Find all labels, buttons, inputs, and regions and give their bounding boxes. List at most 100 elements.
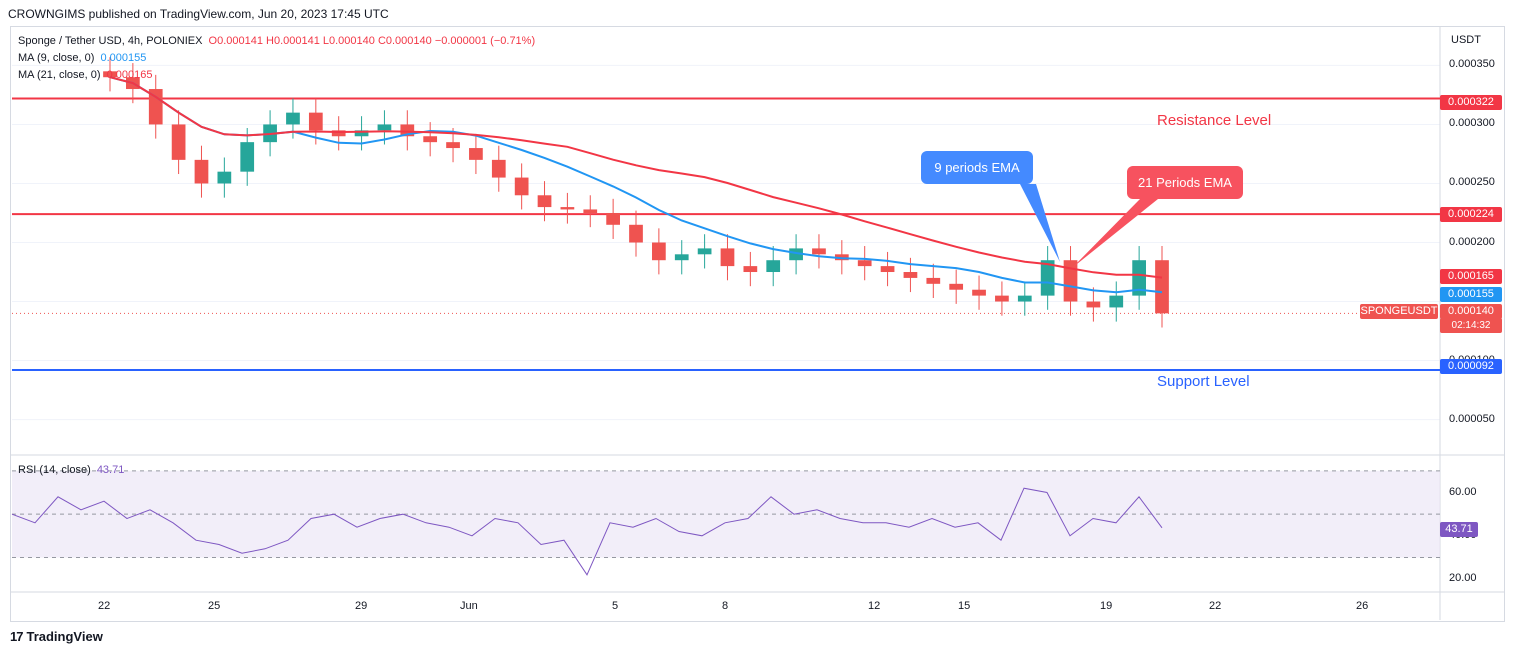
candle-45 — [1132, 246, 1146, 310]
candle-34 — [880, 251, 895, 287]
candle-body — [972, 289, 986, 296]
candle-body — [880, 266, 895, 273]
candle-body — [171, 124, 186, 160]
rsi-value: 43.71 — [96, 464, 125, 476]
candle-23 — [629, 210, 643, 257]
candle-body — [377, 124, 392, 131]
legend-ma9-row: MA (9, close, 0) 0.000155 — [18, 52, 149, 64]
ema9-callout[interactable]: 9 periods EMA — [921, 151, 1033, 184]
candle-27 — [720, 234, 735, 281]
candle-18 — [514, 163, 529, 210]
ma21-price-tag: 0.000165 — [1440, 269, 1502, 284]
candle-30 — [789, 234, 803, 275]
candle-38 — [972, 275, 986, 310]
candle-26 — [697, 234, 712, 269]
ma9-label[interactable]: MA (9, close, 0) — [18, 52, 95, 64]
legend-rsi-row: RSI (14, close) 43.71 — [18, 464, 127, 476]
ma9-price-tag: 0.000155 — [1440, 287, 1502, 302]
candle-6 — [240, 127, 255, 186]
candle-body — [194, 159, 209, 184]
candle-body — [1063, 260, 1078, 302]
candle-5 — [217, 157, 232, 198]
candle-body — [674, 254, 689, 261]
candle-11 — [354, 116, 369, 151]
time-tick-label: 22 — [1209, 600, 1222, 612]
candle-37 — [949, 269, 964, 304]
callout-connectors — [1020, 184, 1158, 268]
ema21-callout[interactable]: 21 Periods EMA — [1127, 166, 1243, 199]
candle-body — [469, 148, 483, 160]
ohlc-values: O0.000141 H0.000141 L0.000140 C0.000140 … — [208, 35, 536, 47]
candle-13 — [400, 110, 415, 151]
candle-body — [766, 260, 781, 273]
candle-31 — [812, 234, 826, 269]
candle-body — [949, 283, 964, 290]
candle-body — [652, 242, 666, 261]
ma21-line — [109, 76, 1163, 279]
candle-46 — [1155, 246, 1169, 328]
ma21-value: 0.000165 — [106, 69, 153, 81]
candle-body — [1155, 260, 1169, 314]
candle-body — [240, 142, 255, 172]
candle-body — [1017, 295, 1032, 302]
moving-averages — [109, 76, 1163, 294]
candle-25 — [674, 240, 689, 275]
candle-0 — [103, 57, 117, 92]
symbol-tag: SPONGEUSDT — [1360, 304, 1438, 319]
tradingview-logo[interactable]: 17 TradingView — [10, 629, 103, 644]
time-tick-label: 19 — [1100, 600, 1113, 612]
price-tick-label: 0.000250 — [1449, 176, 1495, 189]
candle-body — [720, 248, 735, 267]
candle-body — [308, 112, 323, 131]
candle-20 — [560, 192, 575, 224]
candle-body — [903, 272, 918, 278]
price-tick-label: 0.000050 — [1449, 412, 1495, 425]
time-tick-label: 5 — [612, 600, 619, 612]
candle-body — [103, 71, 117, 78]
candle-body — [446, 142, 460, 149]
ma9-value: 0.000155 — [100, 52, 147, 64]
mid-level-price-tag: 0.000224 — [1440, 207, 1502, 222]
candle-body — [606, 212, 620, 225]
rsi-line — [11, 487, 1163, 576]
candle-body — [926, 277, 941, 284]
rsi-label[interactable]: RSI (14, close) — [18, 464, 91, 476]
tradingview-mark-icon: 17 — [10, 629, 24, 644]
candle-39 — [995, 281, 1009, 316]
resistance-price-tag: 0.000322 — [1440, 95, 1502, 110]
candle-body — [148, 89, 163, 125]
candle-body — [560, 207, 575, 210]
candle-body — [423, 136, 438, 143]
price-tick-label: 0.000200 — [1449, 235, 1495, 248]
candle-44 — [1109, 281, 1124, 322]
candle-10 — [331, 116, 346, 151]
candle-3 — [171, 110, 186, 175]
resistance-level-label: Resistance Level — [1157, 112, 1272, 129]
candle-body — [995, 295, 1009, 302]
candle-body — [286, 112, 300, 125]
time-tick-label: 12 — [868, 600, 881, 612]
candle-33 — [857, 246, 872, 281]
candle-41 — [1040, 246, 1055, 310]
candle-body — [1040, 260, 1055, 296]
time-tick-label: 29 — [355, 600, 368, 612]
horizontal-levels — [12, 97, 1440, 371]
candle-14 — [423, 122, 438, 157]
candle-body — [1132, 260, 1146, 296]
publisher-line: CROWNGIMS published on TradingView.com, … — [8, 7, 389, 21]
countdown-tag: 02:14:32 — [1440, 318, 1502, 333]
candle-29 — [766, 246, 781, 287]
ema21-callout-pointer — [1072, 199, 1158, 268]
ema9-callout-pointer — [1020, 184, 1060, 262]
candle-40 — [1017, 281, 1032, 316]
ma21-label[interactable]: MA (21, close, 0) — [18, 69, 101, 81]
rsi-tick-label: 60.00 — [1449, 485, 1477, 498]
candle-body — [857, 260, 872, 267]
candle-2 — [148, 74, 163, 139]
candle-36 — [926, 263, 941, 298]
candle-24 — [652, 228, 666, 275]
candle-43 — [1086, 287, 1101, 322]
last-price-tag: 0.000140 — [1440, 304, 1502, 319]
symbol-name[interactable]: Sponge / Tether USD, 4h, POLONIEX — [18, 35, 203, 47]
